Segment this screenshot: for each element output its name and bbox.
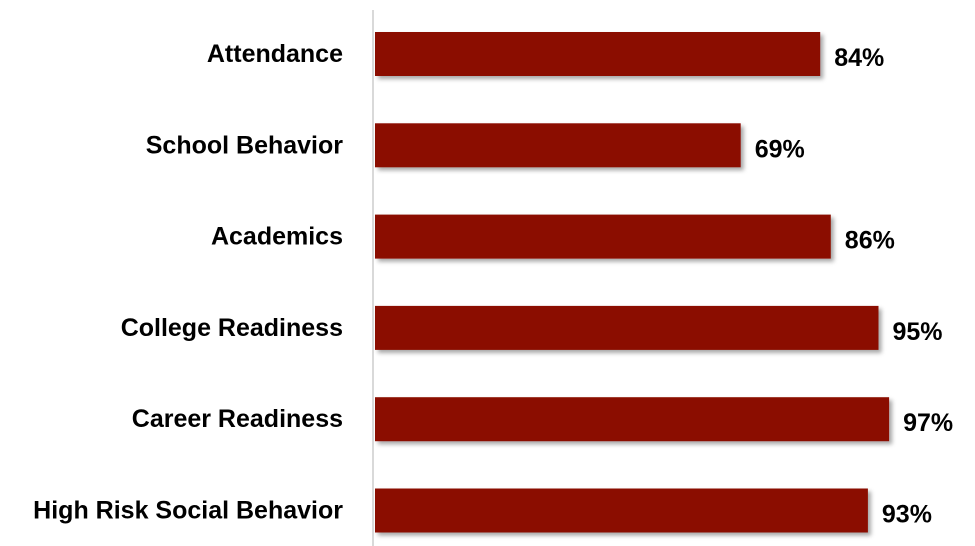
bar-school-behavior [375, 123, 741, 168]
category-label-school-behavior: School Behavior [146, 131, 344, 159]
value-label-career-readiness: 97% [903, 409, 953, 437]
value-label-attendance: 84% [834, 44, 884, 72]
category-label-career-readiness: Career Readiness [132, 405, 343, 433]
category-label-academics: Academics [211, 223, 343, 251]
value-labels-group: 84% 69% 86% 95% 97% 93% [755, 44, 953, 529]
value-label-college-readiness: 95% [893, 318, 943, 346]
category-label-attendance: Attendance [207, 40, 343, 68]
bar-career-readiness [375, 397, 890, 442]
bar-college-readiness [375, 305, 879, 350]
bar-academics [375, 214, 831, 259]
bar-high-risk-social-behavior [375, 488, 868, 533]
value-label-high-risk-social-behavior: 93% [882, 501, 932, 529]
category-labels-group: Attendance School Behavior Academics Colleg… [33, 40, 343, 525]
category-label-high-risk-social-behavior: High Risk Social Behavior [33, 497, 343, 525]
value-label-school-behavior: 69% [755, 135, 805, 163]
value-label-academics: 86% [845, 227, 895, 255]
bars-group [375, 32, 890, 533]
category-label-college-readiness: College Readiness [121, 314, 343, 342]
bar-attendance [375, 32, 821, 76]
